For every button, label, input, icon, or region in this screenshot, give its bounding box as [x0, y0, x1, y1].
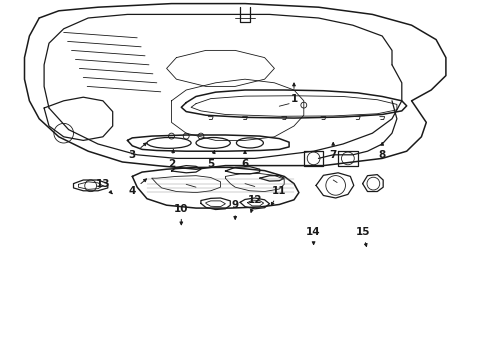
Text: 7: 7: [329, 143, 337, 160]
Text: 3: 3: [129, 143, 147, 160]
Text: 4: 4: [128, 179, 147, 196]
Text: 5: 5: [207, 150, 215, 169]
Text: 1: 1: [291, 83, 297, 104]
Text: 9: 9: [232, 200, 239, 219]
Text: 14: 14: [306, 227, 321, 244]
Text: 15: 15: [355, 227, 370, 247]
Text: 2: 2: [168, 150, 175, 169]
Text: 6: 6: [242, 151, 248, 169]
Text: 8: 8: [379, 143, 386, 160]
Text: 10: 10: [174, 204, 189, 225]
Text: 13: 13: [96, 179, 112, 194]
Text: 12: 12: [247, 195, 262, 212]
Text: 11: 11: [271, 186, 287, 206]
